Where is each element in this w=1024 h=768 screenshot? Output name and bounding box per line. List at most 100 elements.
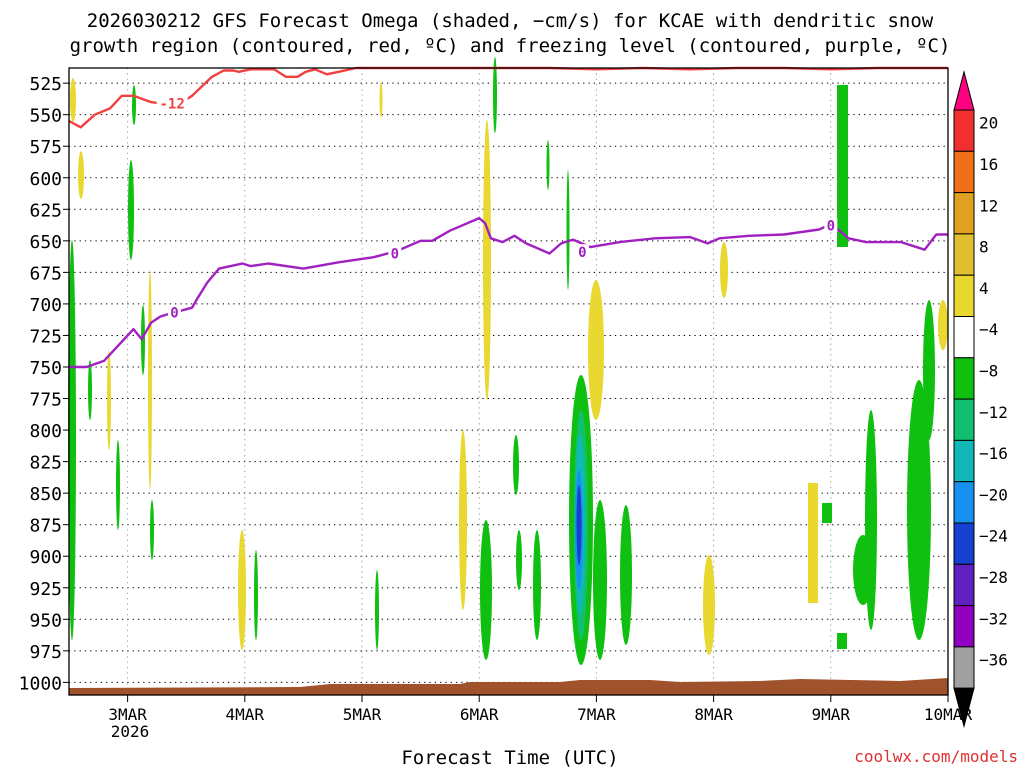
y-tick-label: 575 (29, 137, 62, 158)
omega-shade (546, 140, 550, 190)
colorbar-label: 16 (979, 155, 998, 174)
y-tick-label: 600 (29, 169, 62, 190)
colorbar-top-arrow (953, 70, 975, 111)
y-tick-label: 800 (29, 421, 62, 442)
colorbar-swatch (953, 646, 975, 689)
x-axis-title: Forecast Time (UTC) (401, 747, 618, 768)
y-tick-label: 725 (29, 326, 62, 347)
colorbar-label: −36 (979, 651, 1008, 670)
y-tick-label: 525 (29, 74, 62, 95)
omega-shade (128, 160, 134, 260)
omega-shade (566, 170, 570, 290)
colorbar-swatch (953, 563, 975, 607)
omega-shade (923, 300, 935, 440)
contour-label-bg (575, 244, 589, 259)
contour-label: 0 (827, 219, 835, 235)
x-tick-label: 3MAR (108, 705, 147, 724)
omega-shade (822, 503, 832, 523)
omega-shade (837, 633, 847, 649)
y-tick-label: 750 (29, 358, 62, 379)
colorbar-swatch (953, 398, 975, 441)
omega-shade (141, 305, 145, 375)
contour-label-bg (824, 217, 838, 232)
omega-shade (516, 530, 522, 590)
omega-shade (116, 440, 120, 530)
contour-label: -12 (159, 96, 184, 112)
omega-shade (513, 435, 519, 495)
contour-label: 0 (578, 245, 586, 261)
omega-shade (837, 85, 848, 247)
omega-shade (254, 550, 258, 640)
colorbar-label: −16 (979, 444, 1008, 463)
colorbar-bottom-arrow (953, 687, 975, 729)
x-axis-year-label: 2026 (111, 722, 150, 741)
colorbar-swatch (953, 233, 975, 276)
omega-shade (375, 570, 379, 650)
colorbar-swatch (953, 481, 975, 524)
y-axis: 525 550 575 600 625 650 675 700 725 750 775 800 825 8… (19, 74, 69, 694)
omega-shade (938, 300, 948, 350)
contour-line (69, 216, 948, 369)
omega-shade (493, 57, 497, 133)
omega-shade (238, 530, 246, 650)
y-tick-label: 950 (29, 610, 62, 631)
omega-shade (703, 555, 715, 655)
omega-colorbar: 20 16 12 8 4 −4 −8 −12 −16 −20 −24 −28 −32 −36 (953, 70, 1008, 729)
colorbar-label: 8 (979, 238, 989, 257)
plot-frame (68, 67, 949, 696)
x-tick-label: 8MAR (694, 705, 733, 724)
x-tick-label: 6MAR (460, 705, 499, 724)
colorbar-label: 4 (979, 279, 989, 298)
omega-shade (68, 240, 76, 640)
omega-shade (150, 500, 154, 560)
colorbar-label: −4 (979, 320, 998, 339)
omega-shade (483, 120, 491, 400)
omega-shade (808, 483, 818, 603)
y-tick-label: 650 (29, 232, 62, 253)
y-tick-label: 550 (29, 106, 62, 127)
colorbar-swatch (953, 192, 975, 235)
omega-shade (78, 151, 84, 199)
omega-shade (576, 485, 582, 565)
omega-shade (107, 350, 111, 450)
chart-title-line-1: 2026030212 GFS Forecast Omega (shaded, −… (87, 10, 934, 32)
terrain-ground-fill (69, 678, 948, 695)
colorbar-label: −24 (979, 527, 1008, 546)
colorbar-label: −28 (979, 568, 1008, 587)
contour-lines: -12 0 0 0 0 (68, 66, 948, 369)
omega-shade (593, 500, 607, 660)
colorbar-swatch (953, 316, 975, 359)
omega-shade (70, 78, 76, 122)
colorbar-label: −12 (979, 403, 1008, 422)
y-tick-label: 825 (29, 453, 62, 474)
y-tick-label: 900 (29, 547, 62, 568)
colorbar-swatch (953, 605, 975, 648)
omega-shade (588, 280, 604, 420)
x-tick-label: 9MAR (812, 705, 851, 724)
colorbar-label: −32 (979, 609, 1008, 628)
omega-shade (459, 430, 467, 610)
y-tick-label: 875 (29, 516, 62, 537)
colorbar-swatch (953, 109, 975, 152)
y-tick-label: 625 (29, 200, 62, 221)
x-tick-label: 5MAR (343, 705, 382, 724)
y-tick-label: 975 (29, 642, 62, 663)
contour-label: 0 (391, 246, 399, 262)
y-tick-label: 675 (29, 263, 62, 284)
y-tick-label: 775 (29, 390, 62, 411)
plot-background (69, 68, 948, 695)
x-tick-label: 4MAR (226, 705, 265, 724)
colorbar-swatch (953, 357, 975, 400)
omega-shade (480, 520, 492, 660)
omega-shade (88, 360, 92, 420)
colorbar-label: 12 (979, 196, 998, 215)
y-tick-label: 700 (29, 295, 62, 316)
omega-shade (720, 242, 728, 298)
plot-area: -12 0 0 0 0 (68, 57, 949, 696)
watermark: coolwx.com/models (854, 747, 1018, 766)
omega-shade (148, 270, 152, 490)
colorbar-label: −20 (979, 485, 1008, 504)
x-tick-label: 7MAR (577, 705, 616, 724)
contour-label-bg (167, 304, 181, 319)
